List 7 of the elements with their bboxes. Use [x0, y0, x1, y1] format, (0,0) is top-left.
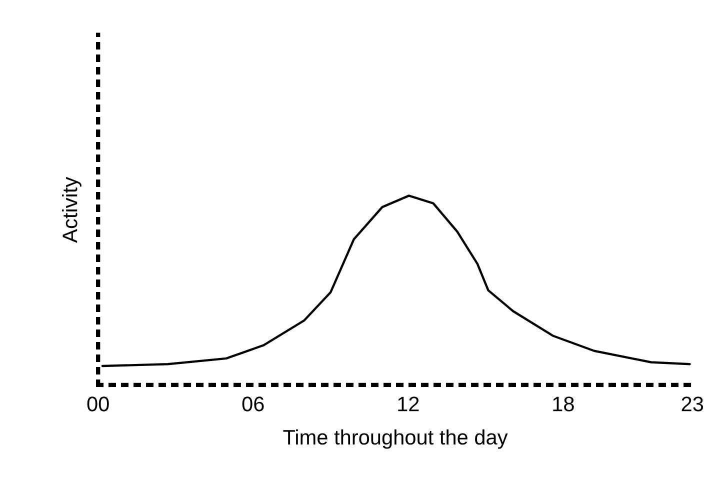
x-tick-label: 00: [87, 396, 109, 412]
x-axis-title: Time throughout the day: [283, 429, 508, 449]
x-tick-label: 23: [682, 396, 704, 412]
x-tick-label: 12: [398, 396, 419, 412]
x-tick-label: 06: [242, 396, 264, 412]
x-tick-label: 18: [553, 396, 574, 412]
y-axis-title: Activity: [62, 176, 82, 243]
